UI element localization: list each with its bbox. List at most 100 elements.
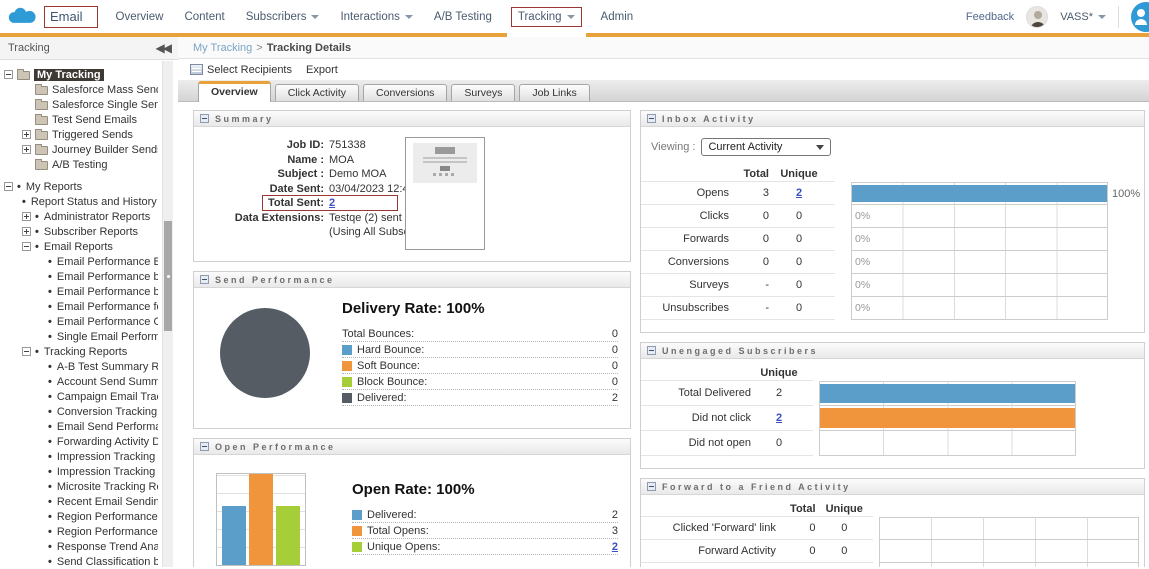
unique-opens-bar [276,505,301,565]
total-sent-link[interactable]: 2 [329,197,336,209]
sidebar-item-report[interactable]: • Email Performance Over Ti [4,314,158,329]
tree-label: Email Performance for All D [56,300,158,313]
sidebar-item-test-send-emails[interactable]: Test Send Emails [4,112,158,127]
sidebar-item-ab-testing-folder[interactable]: A/B Testing [4,157,158,172]
viewing-select[interactable]: Current Activity [701,138,832,156]
export-button[interactable]: Export [306,64,338,76]
collapse-minus-icon[interactable] [22,242,31,251]
unique-value-link[interactable]: 2 [795,187,803,199]
collapse-minus-icon[interactable] [22,347,31,356]
sidebar-item-report[interactable]: • Forwarding Activity Details [4,434,158,449]
nav-item-subscribers[interactable]: Subscribers [244,8,322,26]
nav-item-interactions[interactable]: Interactions [338,8,414,26]
sidebar-item-triggered-sends[interactable]: Triggered Sends [4,127,158,142]
sidebar-item-salesforce-single-sends[interactable]: Salesforce Single Sends [4,97,158,112]
sidebar-item-report[interactable]: • Email Performance By Attri [4,254,158,269]
user-avatar[interactable] [1026,5,1049,28]
expand-plus-icon[interactable] [22,212,31,221]
feedback-link[interactable]: Feedback [965,10,1015,23]
sidebar-item-report[interactable]: • Single Email Performance I [4,329,158,344]
sidebar-item-my-tracking[interactable]: My Tracking [4,67,158,82]
collapse-minus-icon[interactable] [4,70,13,79]
nav-item-tracking[interactable]: Tracking [510,6,582,27]
tab-surveys[interactable]: Surveys [451,84,516,101]
nav-item-ab-testing[interactable]: A/B Testing [432,8,494,26]
expand-plus-icon[interactable] [22,227,31,236]
tree-label: Report Status and History [30,195,157,208]
collapse-minus-icon[interactable] [4,182,13,191]
sidebar-item-report[interactable]: • Microsite Tracking Report [4,479,158,494]
tree-label: Region Performance Over [56,525,158,538]
tree-label: Subscriber Reports [43,225,139,238]
tree-label: Email Performance Over Ti [56,315,158,328]
breadcrumb-parent-link[interactable]: My Tracking [193,41,253,54]
tab-click-activity[interactable]: Click Activity [274,84,360,101]
collapse-panel-icon[interactable] [200,442,209,451]
new-subscribers-bar-cell [879,563,1139,567]
collapse-panel-icon[interactable] [647,114,656,123]
soft-bounce-swatch [342,360,352,371]
tab-overview[interactable]: Overview [198,81,271,102]
collapse-panel-icon[interactable] [200,114,209,123]
delivered-swatch [342,392,352,403]
sidebar-item-report[interactable]: • Account Send Summary [4,374,158,389]
unique-opens-link[interactable]: 2 [611,540,618,553]
nav-item-admin[interactable]: Admin [599,8,636,26]
bullet-icon: • [22,195,26,208]
row-label: Unsubscribes [662,302,729,314]
tree-label: Email Reports [43,240,113,253]
nav-item-content[interactable]: Content [182,8,226,26]
sidebar-item-report[interactable]: • Impression Tracking by Job [4,449,158,464]
sidebar-item-report[interactable]: • Email Performance by List [4,284,158,299]
sidebar-item-report[interactable]: • Email Performance for All D [4,299,158,314]
scrollbar-thumb[interactable] [164,221,172,331]
email-preview-thumbnail[interactable] [405,137,485,250]
select-recipients-button[interactable]: Select Recipients [190,64,292,76]
collapse-panel-icon[interactable] [647,482,656,491]
sidebar-item-tracking-reports[interactable]: • Tracking Reports [4,344,158,359]
col-header-total: Total [743,167,769,180]
sidebar-item-report[interactable]: • A-B Test Summary Report [4,359,158,374]
sidebar-item-report[interactable]: • Email Performance by Dom [4,269,158,284]
conversions-bar-cell: 0% [851,251,1108,274]
expand-plus-icon[interactable] [22,145,31,154]
breadcrumb-current: Tracking Details [266,41,352,54]
collapse-sidebar-icon[interactable]: ◀◀ [155,41,173,55]
tab-job-links[interactable]: Job Links [519,84,590,101]
bullet-icon: • [48,315,52,328]
help-astro-icon[interactable] [1131,1,1149,32]
summary-panel: Summary Job ID: 751338 Name : MOA Subject … [193,110,631,262]
sidebar-item-report[interactable]: • Conversion Tracking Statist [4,404,158,419]
legend-row: Block Bounce: 0 [342,374,618,390]
sidebar-item-report[interactable]: • Region Performance Over [4,524,158,539]
sidebar-item-report[interactable]: • Recent Email Sending Sum [4,494,158,509]
table-row-conversions: Conversions 0 0 0% [641,251,1144,274]
sidebar-item-report[interactable]: • Email Send Performance B [4,419,158,434]
sidebar-item-administrator-reports[interactable]: • Administrator Reports [4,209,158,224]
did-not-click-link[interactable]: 2 [775,412,783,424]
sidebar-item-email-reports[interactable]: • Email Reports [4,239,158,254]
sidebar-item-report-status[interactable]: • Report Status and History [4,194,158,209]
user-menu[interactable]: VASS* [1060,11,1106,23]
tree-label: Impression Tracking For Tri [56,465,158,478]
sidebar-item-journey-builder-sends[interactable]: Journey Builder Sends [4,142,158,157]
sidebar-item-subscriber-reports[interactable]: • Subscriber Reports [4,224,158,239]
bullet-icon: • [35,345,39,358]
nav-item-overview[interactable]: Overview [114,8,166,26]
table-row-clicks: Clicks 0 0 0% [641,205,1144,228]
collapse-panel-icon[interactable] [647,346,656,355]
sidebar-item-report[interactable]: • Send Classification by Ema [4,554,158,569]
sidebar-item-salesforce-mass-sends[interactable]: Salesforce Mass Sends [4,82,158,97]
sidebar-item-report[interactable]: • Region Performance for Tri [4,509,158,524]
sidebar-scrollbar[interactable] [162,61,173,567]
sidebar-item-report[interactable]: • Impression Tracking For Tri [4,464,158,479]
expand-plus-icon[interactable] [22,130,31,139]
sidebar-item-report[interactable]: • Response Trend Analysis fo [4,539,158,554]
tree-label: Account Send Summary [56,375,158,388]
collapse-panel-icon[interactable] [200,275,209,284]
sidebar-item-report[interactable]: • Campaign Email Tracking R [4,389,158,404]
sidebar-item-my-reports[interactable]: • My Reports [4,179,158,194]
tab-conversions[interactable]: Conversions [363,84,448,101]
tab-label: Surveys [464,87,503,99]
table-row-forwards: Forwards 0 0 0% [641,228,1144,251]
